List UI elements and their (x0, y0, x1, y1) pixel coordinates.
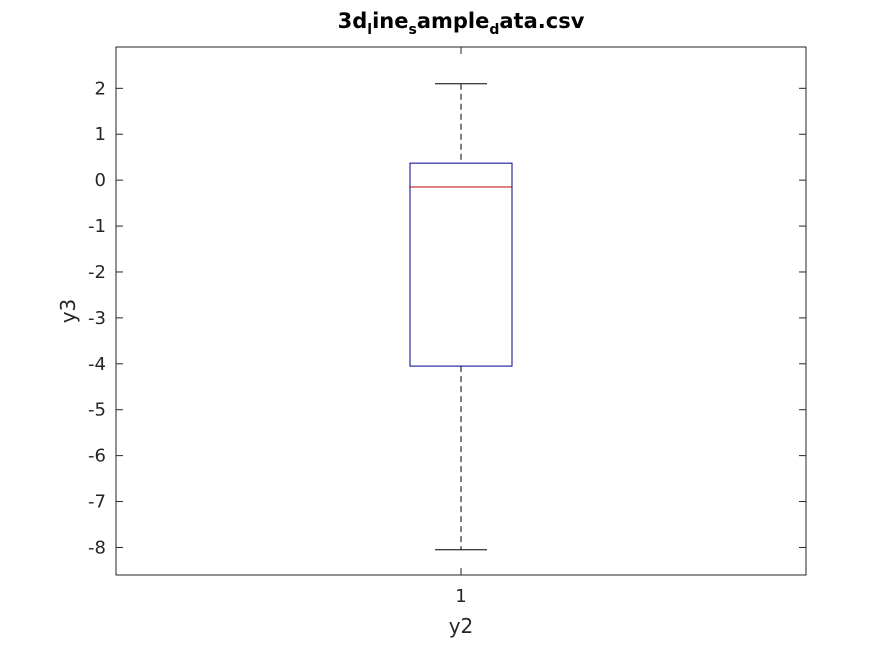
title-part: l (367, 22, 372, 38)
title-part: ine (372, 9, 408, 33)
box-iqr (409, 162, 513, 367)
title-part: s (408, 22, 416, 38)
y-tick-label: -5 (88, 400, 106, 421)
title-part: ample (417, 9, 490, 33)
y-tick-label: -3 (88, 308, 106, 329)
y-axis: -8 -7 -6 -5 -4 -3 -2 -1 0 1 2 (88, 78, 806, 558)
y-axis-label: y3 (56, 299, 80, 324)
y-tick-label: -6 (88, 446, 106, 467)
box-series (409, 83, 513, 551)
title-part: d (489, 22, 499, 38)
y-tick-label: -1 (88, 216, 106, 237)
title-part: ata.csv (499, 9, 584, 33)
title-part: 3d (338, 9, 368, 33)
y-tick-label: -4 (88, 354, 106, 375)
chart-title: 3dlinesampledata.csv (338, 9, 585, 38)
y-tick-label: -2 (88, 262, 106, 283)
y-tick-label: 2 (95, 78, 106, 99)
x-tick-label: 1 (455, 586, 466, 607)
y-tick-label: 1 (95, 124, 106, 145)
y-tick-label: 0 (95, 170, 106, 191)
x-axis-label: y2 (449, 614, 474, 638)
y-tick-label: -8 (88, 537, 106, 558)
x-axis: 1 (455, 47, 467, 607)
y-tick-label: -7 (88, 492, 106, 513)
